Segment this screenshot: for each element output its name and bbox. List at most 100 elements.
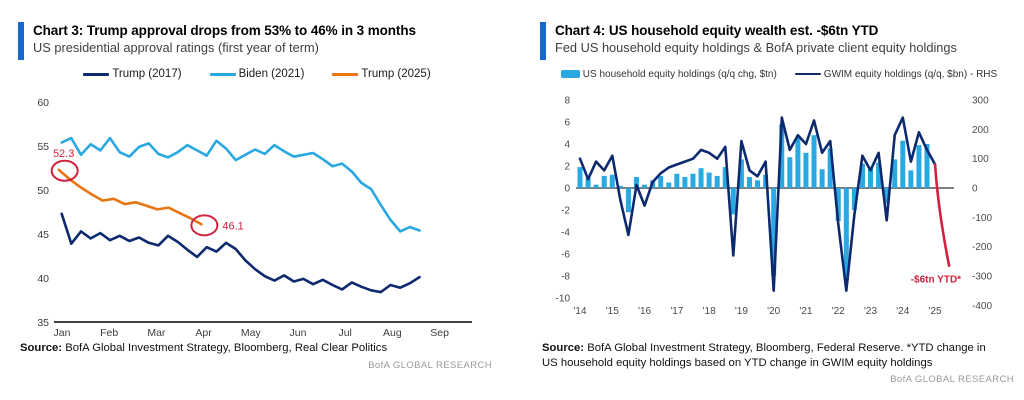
left-axis-tick-label: 6 xyxy=(564,118,570,129)
legend-label: US household equity holdings (q/q chg, $… xyxy=(582,68,777,80)
quarter-bar xyxy=(746,177,752,188)
legend-label: Trump (2017) xyxy=(112,68,182,80)
annotation-label: 46.1 xyxy=(222,220,243,232)
x-axis-tick-label: '21 xyxy=(799,306,812,317)
quarter-bar xyxy=(609,174,615,188)
quarter-bar xyxy=(601,175,607,188)
x-axis-tick-label: Mar xyxy=(147,327,166,339)
left-axis-tick-label: -4 xyxy=(561,228,570,239)
quarter-bar xyxy=(884,188,890,204)
left-axis-tick-label: -2 xyxy=(561,206,570,217)
quarter-bar xyxy=(633,177,639,188)
legend-item-gwim-line: GWIM equity holdings (q/q, $bn) - RHS xyxy=(794,68,998,80)
quarter-bar xyxy=(827,148,833,188)
x-axis-tick-label: '20 xyxy=(767,306,780,317)
left-axis-tick-label: 4 xyxy=(564,140,570,151)
quarter-bar xyxy=(674,173,680,188)
quarter-bar xyxy=(682,177,688,188)
chart4-title: Chart 4: US household equity wealth est.… xyxy=(555,23,879,38)
x-axis-tick-label: Jul xyxy=(338,327,351,339)
annotation-circle xyxy=(50,159,79,182)
quarter-bar xyxy=(738,159,744,188)
chart3-title: Chart 3: Trump approval drops from 53% t… xyxy=(33,23,416,38)
chart3-header: Chart 3: Trump approval drops from 53% t… xyxy=(18,22,496,60)
approval-ratings-line-chart: 60 55 50 45 40 35 Jan Feb Mar Apr May Jun Jul Aug Sep 5… xyxy=(37,97,472,339)
chart3-legend: Trump (2017) Biden (2021) Trump (2025) xyxy=(18,66,496,82)
series-line-1 xyxy=(60,136,421,233)
quarter-bar xyxy=(755,180,761,188)
bofa-watermark: BofA GLOBAL RESEARCH xyxy=(890,374,1014,385)
left-axis-tick-label: 2 xyxy=(564,162,570,173)
lightblue-bar-swatch-icon xyxy=(560,70,580,78)
quarter-bar xyxy=(787,157,793,188)
quarter-bar xyxy=(593,184,599,188)
source-label: Source: xyxy=(20,342,63,354)
quarter-bar xyxy=(714,175,720,188)
quarter-bar xyxy=(722,167,728,188)
left-axis-tick-label: -10 xyxy=(556,294,571,305)
right-axis-tick-label: -200 xyxy=(972,242,992,253)
x-axis-tick-label: '14 xyxy=(573,306,586,317)
y-axis-tick-label: 55 xyxy=(37,141,49,153)
quarter-bar xyxy=(666,182,672,188)
x-axis-tick-label: Apr xyxy=(195,327,212,339)
ytd-annotation-label: -$6tn YTD* xyxy=(911,275,961,286)
quarter-bar xyxy=(876,162,882,188)
x-axis-tick-label: '15 xyxy=(606,306,619,317)
quarter-bar xyxy=(706,172,712,188)
quarter-bar xyxy=(908,170,914,188)
chart4-source: Source: BofA Global Investment Strategy,… xyxy=(542,341,1000,370)
x-axis-tick-label: '19 xyxy=(735,306,748,317)
bofa-watermark: BofA GLOBAL RESEARCH xyxy=(368,359,492,371)
chart3-panel: Chart 3: Trump approval drops from 53% t… xyxy=(18,22,496,371)
quarter-bar xyxy=(835,188,841,221)
orange-line-swatch-icon xyxy=(332,72,359,76)
quarter-bar xyxy=(617,185,623,188)
source-text: BofA Global Investment Strategy, Bloombe… xyxy=(542,342,986,369)
quarter-bar xyxy=(585,178,591,188)
x-axis-tick-label: '23 xyxy=(864,306,877,317)
quarter-bar xyxy=(795,137,801,188)
source-text: BofA Global Investment Strategy, Bloombe… xyxy=(65,342,388,354)
left-axis-tick-label: 8 xyxy=(564,96,570,107)
quarter-bar xyxy=(803,152,809,188)
x-axis-tick-label: '16 xyxy=(638,306,651,317)
x-axis-tick-label: Aug xyxy=(383,327,402,339)
legend-item-biden-2021: Biden (2021) xyxy=(209,68,304,80)
title-accent-bar xyxy=(18,22,24,60)
right-axis-tick-label: 200 xyxy=(972,125,989,136)
quarter-bar xyxy=(811,135,817,188)
legend-item-household-bars: US household equity holdings (q/q chg, $… xyxy=(560,68,777,80)
lightblue-line-swatch-icon xyxy=(209,72,236,76)
x-axis-tick-label: '22 xyxy=(832,306,845,317)
x-axis-tick-label: Sep xyxy=(430,327,449,339)
navy-line-swatch-icon xyxy=(83,72,110,76)
quarter-bar xyxy=(730,188,736,215)
quarter-bar xyxy=(642,184,648,188)
chart4-panel: Chart 4: US household equity wealth est.… xyxy=(540,22,1018,385)
x-axis-tick-label: '18 xyxy=(703,306,716,317)
right-axis-tick-label: 0 xyxy=(972,184,978,195)
legend-item-trump-2025: Trump (2025) xyxy=(332,68,431,80)
x-axis-tick-label: Jun xyxy=(290,327,307,339)
series-line-2 xyxy=(57,168,203,226)
right-axis-tick-label: -300 xyxy=(972,271,992,282)
chart4-legend: US household equity holdings (q/q chg, $… xyxy=(540,66,1018,82)
quarter-bar xyxy=(924,144,930,188)
quarter-bar xyxy=(771,188,777,276)
equity-holdings-bar-line-chart: 8 6 4 2 0 -2 -4 -6 -8 -10 300 200 100 0 -100 -200 -300 -4… xyxy=(556,96,993,318)
left-axis-tick-label: 0 xyxy=(564,184,570,195)
legend-item-trump-2017: Trump (2017) xyxy=(83,68,182,80)
title-accent-bar xyxy=(540,22,546,60)
quarter-bar xyxy=(577,167,583,188)
x-axis-tick-label: '24 xyxy=(896,306,909,317)
quarter-bar xyxy=(900,140,906,188)
quarter-bar xyxy=(819,169,825,188)
chart4-plot-area: 8 6 4 2 0 -2 -4 -6 -8 -10 300 200 100 0 -100 -200 -300 -4… xyxy=(540,84,1018,339)
navy-line-swatch-icon xyxy=(794,72,821,76)
legend-label: GWIM equity holdings (q/q, $bn) - RHS xyxy=(823,68,998,80)
quarter-bar xyxy=(843,188,849,280)
x-axis-tick-label: May xyxy=(241,327,262,339)
x-axis-tick-label: '17 xyxy=(670,306,683,317)
